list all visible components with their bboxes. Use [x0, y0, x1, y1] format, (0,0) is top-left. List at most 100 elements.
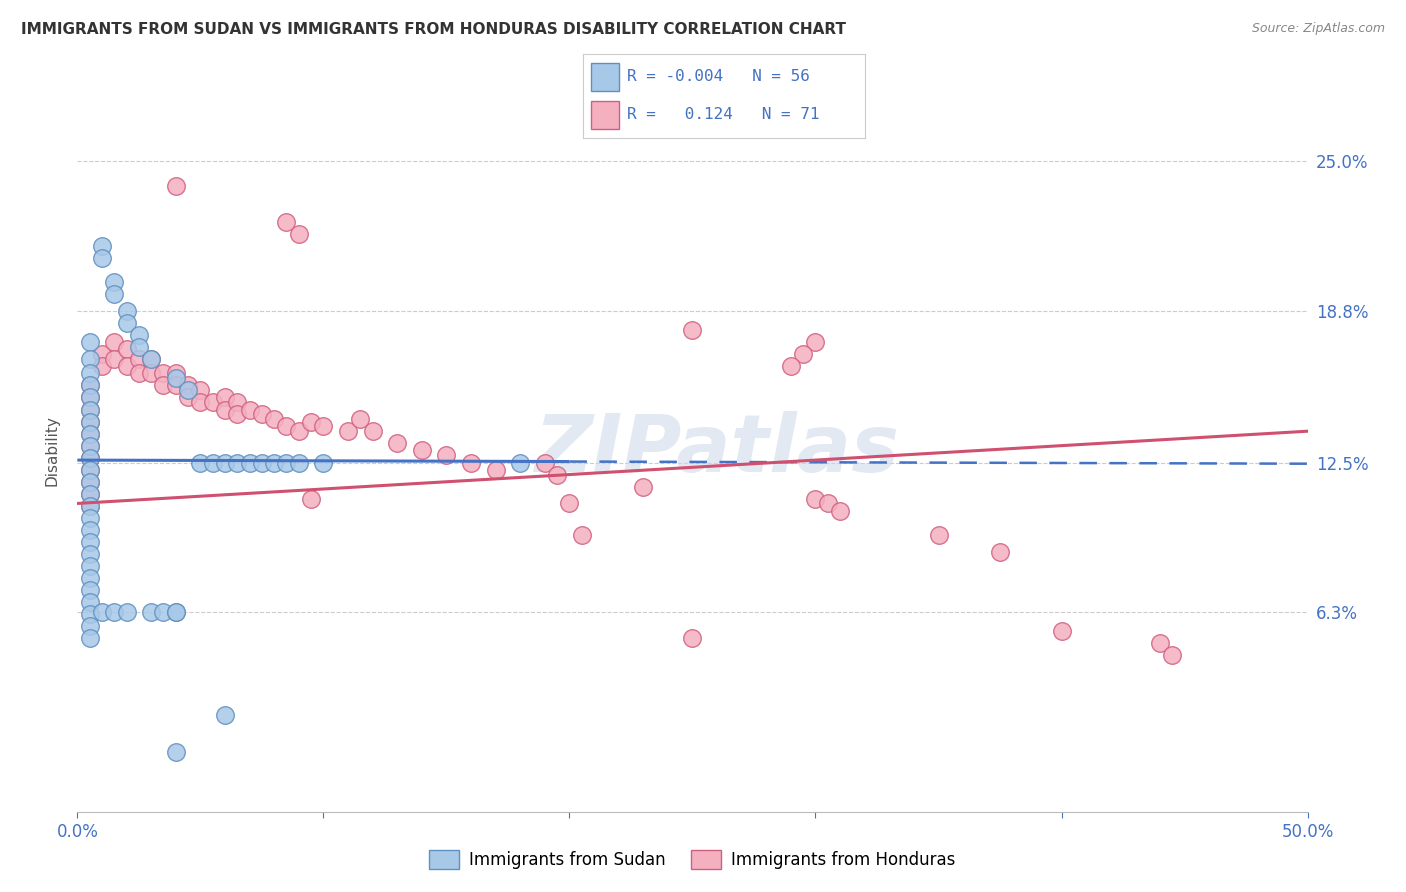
Point	[1149, 636, 1171, 650]
Point	[79, 439, 101, 453]
Point	[79, 367, 101, 381]
Point	[79, 535, 101, 549]
Point	[103, 287, 125, 301]
Point	[288, 227, 311, 241]
Point	[79, 378, 101, 392]
Point	[152, 367, 174, 381]
Point	[115, 303, 138, 318]
Point	[79, 619, 101, 633]
Point	[177, 378, 200, 392]
Point	[299, 415, 322, 429]
Point	[79, 499, 101, 513]
Point	[436, 448, 458, 462]
Point	[103, 275, 125, 289]
Y-axis label: Disability: Disability	[44, 415, 59, 486]
Text: IMMIGRANTS FROM SUDAN VS IMMIGRANTS FROM HONDURAS DISABILITY CORRELATION CHART: IMMIGRANTS FROM SUDAN VS IMMIGRANTS FROM…	[21, 22, 846, 37]
Point	[165, 744, 187, 758]
Point	[79, 450, 101, 465]
Point	[79, 487, 101, 501]
Bar	[591, 101, 619, 129]
Point	[1161, 648, 1184, 662]
Point	[79, 583, 101, 598]
Point	[128, 351, 150, 366]
Point	[804, 491, 827, 506]
Point	[79, 426, 101, 441]
Point	[214, 455, 236, 469]
Point	[780, 359, 803, 373]
Point	[188, 384, 212, 398]
Point	[804, 335, 827, 350]
Point	[239, 402, 262, 417]
Point	[115, 316, 138, 330]
Point	[79, 499, 101, 513]
Point	[79, 511, 101, 525]
Point	[226, 455, 249, 469]
Point	[141, 351, 163, 366]
Point	[79, 415, 101, 429]
Point	[141, 605, 163, 619]
Point	[103, 605, 125, 619]
Point	[152, 378, 174, 392]
Point	[79, 632, 101, 646]
Point	[79, 595, 101, 609]
Point	[79, 391, 101, 405]
Point	[79, 335, 101, 350]
Point	[1050, 624, 1073, 639]
Point	[239, 455, 262, 469]
Point	[79, 415, 101, 429]
Point	[201, 455, 224, 469]
Point	[115, 359, 138, 373]
Point	[288, 455, 311, 469]
Point	[411, 443, 433, 458]
Point	[141, 367, 163, 381]
Point	[226, 407, 249, 422]
Text: R = -0.004   N = 56: R = -0.004 N = 56	[627, 70, 810, 85]
Point	[165, 378, 187, 392]
Point	[79, 402, 101, 417]
Point	[485, 463, 508, 477]
Point	[79, 487, 101, 501]
Point	[128, 327, 150, 342]
Point	[250, 455, 273, 469]
Point	[165, 178, 187, 193]
Point	[312, 455, 335, 469]
Point	[276, 215, 298, 229]
Point	[165, 605, 187, 619]
Point	[177, 384, 200, 398]
Point	[276, 419, 298, 434]
Point	[349, 412, 371, 426]
Point	[385, 436, 409, 450]
Point	[90, 605, 114, 619]
Point	[115, 605, 138, 619]
Point	[79, 607, 101, 622]
Point	[792, 347, 814, 361]
Point	[988, 544, 1011, 558]
Point	[152, 605, 174, 619]
Point	[165, 605, 187, 619]
Point	[79, 426, 101, 441]
Point	[214, 402, 236, 417]
Point	[263, 455, 285, 469]
Point	[79, 475, 101, 489]
Point	[188, 455, 212, 469]
Point	[214, 708, 236, 723]
Point	[682, 632, 704, 646]
Point	[276, 455, 298, 469]
Point	[79, 391, 101, 405]
Point	[682, 323, 704, 337]
Point	[534, 455, 557, 469]
Point	[633, 480, 655, 494]
Point	[165, 371, 187, 385]
Point	[79, 571, 101, 585]
Point	[460, 455, 482, 469]
Point	[90, 359, 114, 373]
Point	[214, 391, 236, 405]
Point	[165, 367, 187, 381]
Point	[509, 455, 531, 469]
Point	[830, 503, 852, 517]
Point	[288, 424, 311, 438]
Point	[226, 395, 249, 409]
Point	[79, 450, 101, 465]
Point	[817, 496, 839, 510]
Point	[928, 528, 950, 542]
